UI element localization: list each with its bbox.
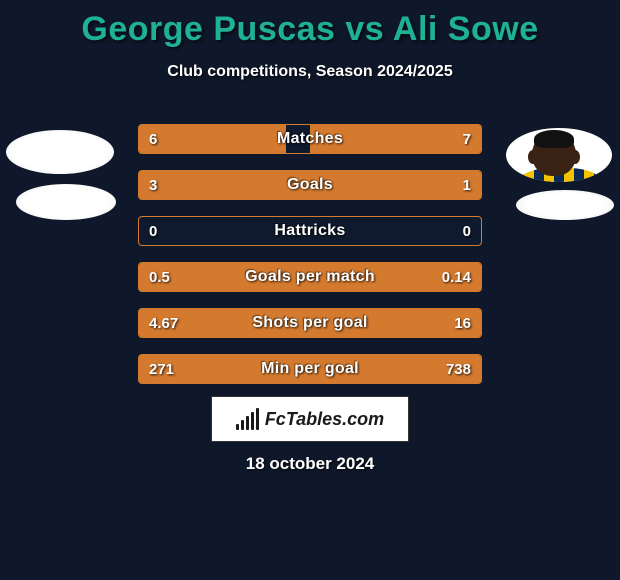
stat-value-right: 7 xyxy=(453,125,481,153)
date-text: 18 october 2024 xyxy=(0,454,620,474)
stat-row: Matches6 7 xyxy=(138,124,482,154)
stat-label: Goals xyxy=(139,171,481,199)
club-placeholder-icon xyxy=(516,190,614,220)
club-placeholder-icon xyxy=(16,184,116,220)
page-title: George Puscas vs Ali Sowe xyxy=(0,0,620,49)
stat-label: Hattricks xyxy=(139,217,481,245)
stat-value-right: 16 xyxy=(444,309,481,337)
brand-text: FcTables.com xyxy=(265,409,384,430)
stat-value-left: 4.67 xyxy=(139,309,188,337)
stat-row: Shots per goal4.67 16 xyxy=(138,308,482,338)
stat-label: Goals per match xyxy=(139,263,481,291)
brand-badge: FcTables.com xyxy=(211,396,409,442)
stat-value-left: 0 xyxy=(139,217,167,245)
stat-value-right: 0 xyxy=(453,217,481,245)
avatar xyxy=(506,128,612,182)
stat-row: Goals3 1 xyxy=(138,170,482,200)
stat-row: Min per goal271 738 xyxy=(138,354,482,384)
subtitle: Club competitions, Season 2024/2025 xyxy=(0,63,620,81)
stat-row: Hattricks0 0 xyxy=(138,216,482,246)
stat-row: Goals per match0.5 0.14 xyxy=(138,262,482,292)
stats-bars: Matches6 7 Goals3 1 Hattricks0 0 Goals per mat… xyxy=(138,124,482,400)
player-right-badge xyxy=(506,128,612,182)
stat-value-left: 271 xyxy=(139,355,184,383)
stat-value-right: 738 xyxy=(436,355,481,383)
stat-value-right: 0.14 xyxy=(432,263,481,291)
stat-label: Matches xyxy=(139,125,481,153)
player-left-badge xyxy=(0,122,106,176)
signal-bars-icon xyxy=(236,408,259,430)
stat-value-right: 1 xyxy=(453,171,481,199)
avatar-placeholder-icon xyxy=(6,130,114,174)
stat-label: Min per goal xyxy=(139,355,481,383)
stat-value-left: 6 xyxy=(139,125,167,153)
stat-value-left: 3 xyxy=(139,171,167,199)
stat-value-left: 0.5 xyxy=(139,263,180,291)
stat-label: Shots per goal xyxy=(139,309,481,337)
